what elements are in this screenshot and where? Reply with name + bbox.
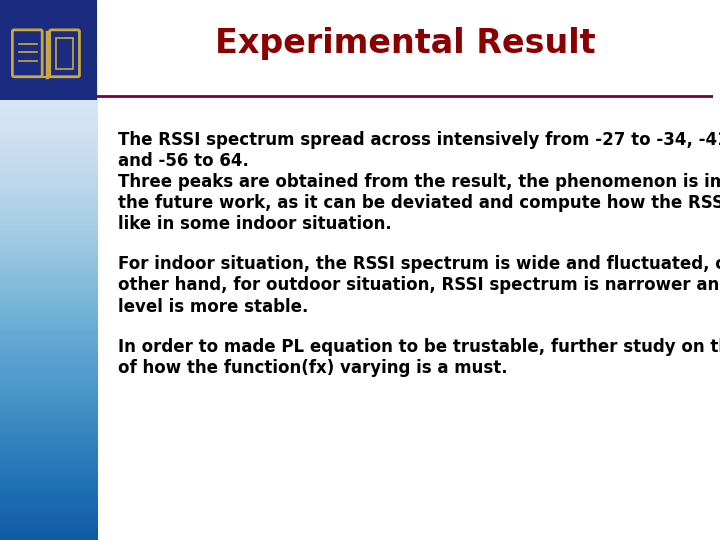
Text: Three peaks are obtained from the result, the phenomenon is important to: Three peaks are obtained from the result… xyxy=(117,173,720,191)
Text: level is more stable.: level is more stable. xyxy=(117,298,308,315)
Text: like in some indoor situation.: like in some indoor situation. xyxy=(117,215,392,233)
Text: The RSSI spectrum spread across intensively from -27 to -34, -41 to -43: The RSSI spectrum spread across intensiv… xyxy=(117,131,720,149)
Text: and -56 to 64.: and -56 to 64. xyxy=(117,152,248,170)
Text: of how the function(fx) varying is a must.: of how the function(fx) varying is a mus… xyxy=(117,359,507,377)
Text: other hand, for outdoor situation, RSSI spectrum is narrower and RSSI: other hand, for outdoor situation, RSSI … xyxy=(117,276,720,294)
Text: For indoor situation, the RSSI spectrum is wide and fluctuated, on the: For indoor situation, the RSSI spectrum … xyxy=(117,255,720,273)
Bar xyxy=(56,38,73,69)
Text: In order to made PL equation to be trustable, further study on the behavior: In order to made PL equation to be trust… xyxy=(117,338,720,356)
Text: the future work, as it can be deviated and compute how the RSSI will look: the future work, as it can be deviated a… xyxy=(117,194,720,212)
Bar xyxy=(0,0,97,100)
Text: Experimental Result: Experimental Result xyxy=(215,26,595,60)
